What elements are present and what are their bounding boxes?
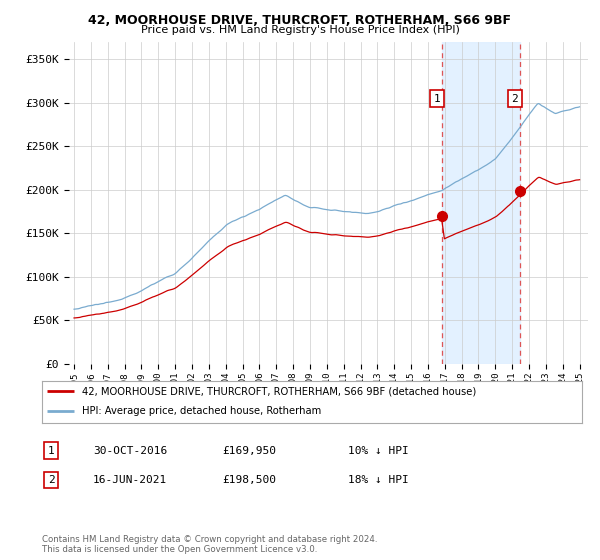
Text: 16-JUN-2021: 16-JUN-2021 <box>93 475 167 485</box>
Text: 18% ↓ HPI: 18% ↓ HPI <box>348 475 409 485</box>
Text: Price paid vs. HM Land Registry's House Price Index (HPI): Price paid vs. HM Land Registry's House … <box>140 25 460 35</box>
Text: £169,950: £169,950 <box>222 446 276 456</box>
Text: 1: 1 <box>47 446 55 456</box>
Text: 42, MOORHOUSE DRIVE, THURCROFT, ROTHERHAM, S66 9BF: 42, MOORHOUSE DRIVE, THURCROFT, ROTHERHA… <box>89 14 511 27</box>
Text: 30-OCT-2016: 30-OCT-2016 <box>93 446 167 456</box>
Text: Contains HM Land Registry data © Crown copyright and database right 2024.
This d: Contains HM Land Registry data © Crown c… <box>42 535 377 554</box>
Text: 10% ↓ HPI: 10% ↓ HPI <box>348 446 409 456</box>
Text: HPI: Average price, detached house, Rotherham: HPI: Average price, detached house, Roth… <box>83 406 322 416</box>
Bar <box>442 42 520 364</box>
Text: 2: 2 <box>47 475 55 485</box>
Text: 2: 2 <box>511 94 518 104</box>
Text: 1: 1 <box>433 94 440 104</box>
Text: 42, MOORHOUSE DRIVE, THURCROFT, ROTHERHAM, S66 9BF (detached house): 42, MOORHOUSE DRIVE, THURCROFT, ROTHERHA… <box>83 386 477 396</box>
Text: £198,500: £198,500 <box>222 475 276 485</box>
